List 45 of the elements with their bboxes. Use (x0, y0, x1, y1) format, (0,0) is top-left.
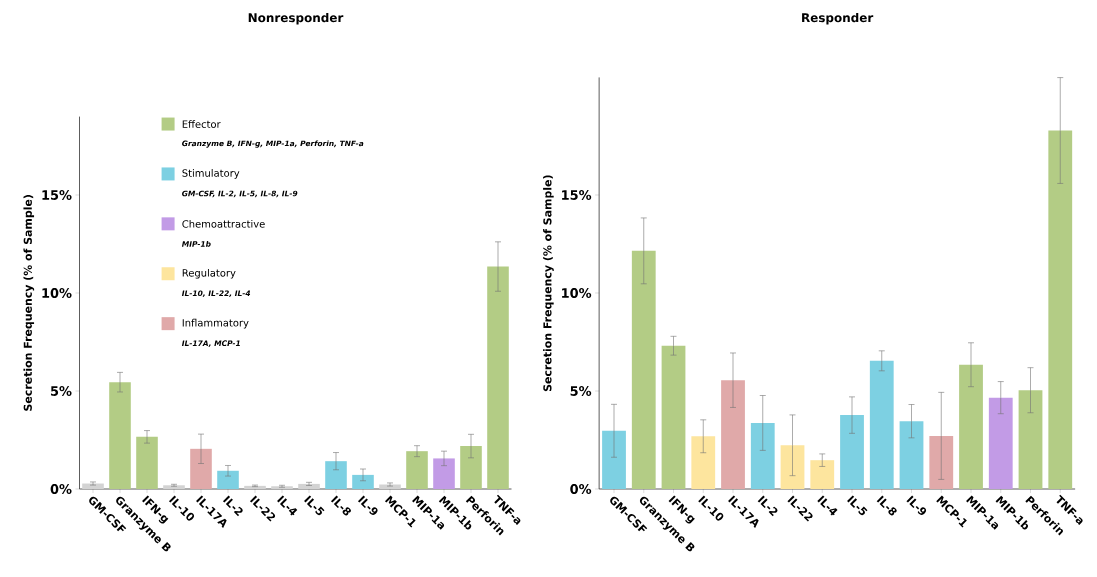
bar (631, 250, 656, 489)
bar (352, 474, 374, 489)
y-tick-label: 0% (50, 484, 72, 494)
bar (244, 485, 266, 489)
bar (487, 266, 509, 489)
chart-title: Responder (802, 12, 874, 25)
bar (271, 486, 293, 489)
bar (988, 397, 1013, 489)
bar (602, 430, 626, 489)
bar (869, 360, 894, 489)
bar (1048, 130, 1073, 489)
bar (109, 382, 131, 489)
y-tick-label: 5% (50, 386, 72, 396)
y-axis-title: Secretion Frequency (% of Sample) (23, 195, 35, 411)
y-tick-label: 10% (42, 288, 72, 298)
bar (298, 483, 320, 489)
bar (721, 380, 745, 489)
bar (661, 345, 686, 489)
bar (750, 422, 775, 489)
bar (325, 461, 347, 489)
bar (406, 451, 428, 489)
legend-label: Stimulatory (182, 169, 240, 179)
bar (460, 446, 482, 489)
y-tick-label: 10% (562, 288, 592, 298)
bar (959, 364, 983, 489)
bar (433, 458, 455, 489)
bar (1018, 390, 1043, 489)
chart-title: Nonresponder (248, 12, 344, 25)
bar (810, 460, 835, 489)
legend-label: Chemoattractive (182, 219, 265, 228)
y-tick-label: 5% (570, 386, 592, 396)
bar (840, 415, 864, 489)
bar (217, 470, 239, 489)
bar (691, 436, 716, 489)
legend-label: Effector (182, 120, 221, 128)
legend-label: Regulatory (182, 268, 236, 279)
bar (899, 421, 924, 489)
legend-label: Inflammatory (182, 318, 249, 329)
y-tick-label: 15% (562, 190, 592, 200)
bar (163, 485, 185, 489)
bar (190, 448, 212, 489)
y-tick-label: 0% (570, 484, 592, 494)
y-axis-title: Secretion Frequency (% of Sample) (543, 175, 554, 392)
bar (136, 436, 158, 489)
y-tick-label: 15% (42, 190, 72, 200)
